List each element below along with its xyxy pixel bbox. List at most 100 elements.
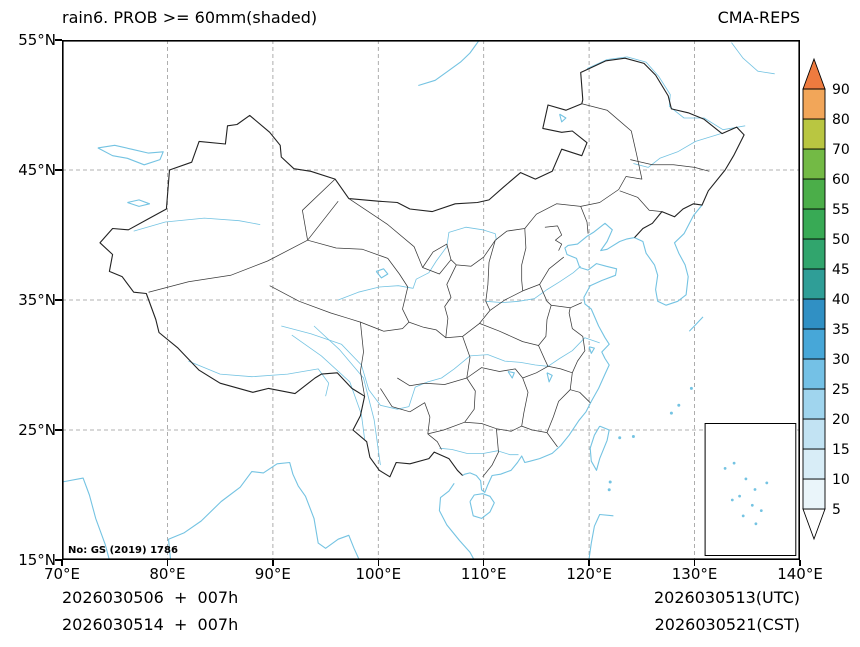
colorbar-cell xyxy=(802,178,826,210)
province-border xyxy=(619,190,662,212)
province-border xyxy=(422,243,452,268)
x-axis-tick-label: 140°E xyxy=(777,565,823,583)
colorbar-tick-label: 90 xyxy=(832,82,850,98)
province-border xyxy=(302,178,336,241)
colorbar-tick-label: 70 xyxy=(832,142,850,158)
province-border xyxy=(539,284,582,309)
inset-island-dot xyxy=(732,461,736,465)
inset-island-dot xyxy=(750,503,754,507)
province-border xyxy=(521,377,529,427)
plot-frame xyxy=(62,40,800,560)
coastline xyxy=(375,268,389,279)
coastline xyxy=(634,204,703,306)
colorbar-cell xyxy=(802,388,826,420)
colorbar-tick-label: 60 xyxy=(832,172,850,188)
map-plot: No: GS (2019) 1786 xyxy=(62,40,800,560)
national-border-layer xyxy=(99,57,745,478)
river xyxy=(586,56,746,131)
x-axis-tick-label: 80°E xyxy=(149,565,186,583)
island-dot xyxy=(607,488,611,492)
colorbar-tick-label: 25 xyxy=(832,382,850,398)
y-axis-tickmark xyxy=(55,39,62,41)
province-border-layer xyxy=(148,103,710,478)
island-dot xyxy=(618,436,622,440)
island-dot xyxy=(608,480,612,484)
y-axis-tickmark xyxy=(55,299,62,301)
colorbar-cell xyxy=(802,358,826,390)
colorbar-cell xyxy=(802,418,826,450)
y-axis-tickmark xyxy=(55,559,62,561)
plot-title: rain6. PROB >= 60mm(shaded) xyxy=(62,8,318,27)
footer-row-1: 2026030506 + 007h 2026030513(UTC) xyxy=(62,588,800,607)
province-border xyxy=(466,365,573,379)
colorbar-tick-label: 40 xyxy=(832,292,850,308)
coastline xyxy=(559,113,567,123)
colorbar-tick-label: 10 xyxy=(832,472,850,488)
national-border xyxy=(99,57,745,478)
province-border xyxy=(380,388,431,434)
river xyxy=(485,265,581,304)
province-border xyxy=(307,239,410,323)
island-dot xyxy=(677,403,681,407)
province-border xyxy=(568,307,586,390)
colorbar-cell xyxy=(802,118,826,150)
inset-island-dot xyxy=(765,481,769,485)
river xyxy=(731,42,775,75)
colorbar-cell xyxy=(802,268,826,300)
south-china-sea-inset xyxy=(704,423,797,556)
coastline xyxy=(97,144,164,166)
y-axis-tickmark xyxy=(55,169,62,171)
init-time-line-1: 2026030506 + 007h xyxy=(62,588,239,607)
colorbar-cell xyxy=(802,208,826,240)
x-axis-tick-label: 90°E xyxy=(254,565,291,583)
province-border xyxy=(397,377,467,387)
island-dot xyxy=(669,411,673,415)
x-axis-tickmark xyxy=(166,560,169,566)
colorbar-cell xyxy=(802,57,826,90)
province-border xyxy=(546,389,591,433)
province-border xyxy=(423,310,491,339)
model-label: CMA-REPS xyxy=(717,8,800,27)
x-axis-tick-label: 110°E xyxy=(460,565,507,583)
valid-time-utc: 2026030513(UTC) xyxy=(654,588,800,607)
colorbar-cell xyxy=(802,88,826,120)
colorbar-tick-label: 55 xyxy=(832,202,850,218)
x-axis-tickmark xyxy=(377,560,380,566)
coastline xyxy=(438,482,475,560)
province-border xyxy=(348,103,643,275)
x-axis-tick-label: 130°E xyxy=(671,565,718,583)
coastline xyxy=(127,199,151,207)
x-axis-tick-label: 120°E xyxy=(566,565,612,583)
river xyxy=(291,334,365,440)
x-axis-tickmark xyxy=(272,560,274,566)
island-dot xyxy=(689,386,693,390)
province-border xyxy=(479,305,552,346)
province-border xyxy=(464,421,558,448)
y-axis-tick-label: 45°N xyxy=(18,161,56,179)
province-border xyxy=(427,433,442,450)
colorbar-tick-label: 30 xyxy=(832,352,850,368)
coastline xyxy=(469,493,495,519)
colorbar-tick-label: 5 xyxy=(832,502,841,518)
province-border xyxy=(630,159,710,172)
coastline xyxy=(588,513,614,559)
inset-island-dot xyxy=(754,522,758,526)
license-note: No: GS (2019) 1786 xyxy=(68,545,178,556)
river xyxy=(281,325,600,410)
x-axis-tickmark xyxy=(61,560,63,566)
x-axis-tickmark xyxy=(799,560,801,566)
inset-island-dot xyxy=(744,477,748,481)
colorbar-cell xyxy=(802,298,826,330)
coastline xyxy=(588,346,595,354)
inset-island-dot xyxy=(759,509,763,512)
valid-time-cst: 2026030521(CST) xyxy=(654,615,800,634)
province-border xyxy=(482,428,499,478)
colorbar-cell xyxy=(802,448,826,480)
province-border xyxy=(360,321,424,332)
x-axis-tickmark xyxy=(693,560,696,566)
inset-box xyxy=(704,423,797,556)
river xyxy=(633,133,722,168)
grid-layer xyxy=(62,40,800,560)
y-axis-tick-label: 25°N xyxy=(18,421,56,439)
